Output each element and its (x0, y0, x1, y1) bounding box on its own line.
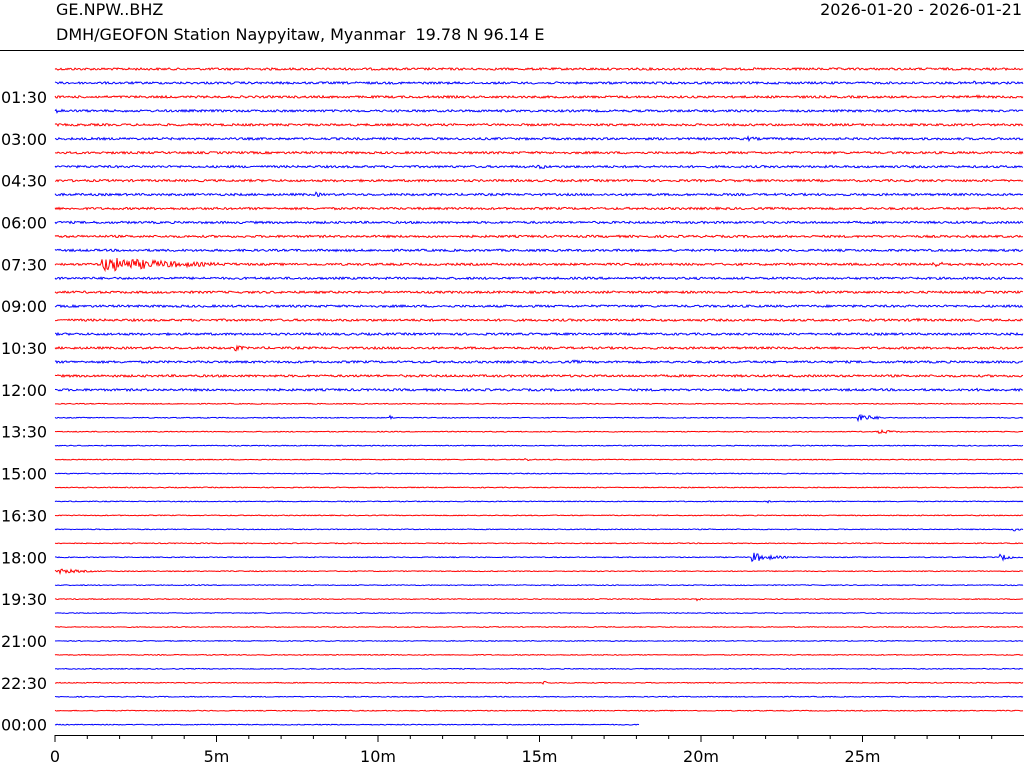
x-tick-label: 15m (522, 747, 558, 766)
x-tick-label: 20m (683, 747, 719, 766)
x-tick-label: 10m (360, 747, 396, 766)
seismogram-trace (54, 611, 1024, 615)
station-code: GE.NPW..BHZ (56, 0, 164, 19)
seismogram-trace (54, 257, 1024, 273)
seismogram-trace (54, 486, 1024, 489)
y-tick-label: 18:00 (1, 548, 47, 567)
y-tick-label: 03:00 (1, 130, 47, 149)
seismogram-trace (54, 402, 1024, 405)
seismogram-trace (54, 667, 1024, 670)
x-tick-label: 25m (845, 747, 881, 766)
seismogram-trace (54, 625, 1024, 629)
seismogram-trace (54, 457, 1024, 462)
y-tick-label: 19:30 (1, 590, 47, 609)
seismogram-trace (54, 122, 1024, 127)
y-axis: 01:30 03:00 04:30 06:00 07:30 09:00 10:30 12:00… (1, 88, 47, 735)
seismogram-trace (54, 220, 1024, 225)
trace-group (54, 66, 1024, 726)
seismogram-trace (54, 178, 1024, 183)
seismogram-trace (54, 472, 1024, 475)
seismogram-trace (54, 723, 640, 726)
y-tick-label: 09:00 (1, 297, 47, 316)
seismogram-trace (54, 500, 1024, 504)
seismogram-trace (54, 135, 1024, 142)
x-axis: 0 5m 10m 15m 20m 25m (50, 735, 1024, 766)
seismogram-trace (54, 276, 1024, 281)
seismogram-trace (54, 552, 1024, 563)
seismogram-trace (54, 414, 1024, 423)
y-tick-label: 10:30 (1, 339, 47, 358)
seismogram-trace (54, 331, 1024, 337)
seismogram-trace (54, 568, 1024, 575)
y-tick-label: 01:30 (1, 88, 47, 107)
seismogram-trace (54, 528, 1024, 532)
seismogram-trace (54, 584, 1024, 587)
seismogram-trace (54, 191, 1024, 198)
seismogram-trace (54, 373, 1024, 379)
seismogram-trace (54, 709, 1024, 712)
y-tick-label: 21:00 (1, 632, 47, 651)
y-tick-label: 04:30 (1, 172, 47, 191)
y-tick-label: 12:00 (1, 381, 47, 400)
seismogram-trace (54, 428, 1024, 435)
seismogram-trace (54, 94, 1024, 100)
seismogram-trace (54, 639, 1024, 643)
x-tick-label: 0 (50, 747, 60, 766)
x-tick-label: 5m (204, 747, 230, 766)
seismogram-trace (54, 695, 1024, 698)
y-tick-label: 15:00 (1, 465, 47, 484)
y-tick-label: 16:30 (1, 506, 47, 525)
seismogram-trace (54, 597, 1024, 602)
seismogram-trace (54, 387, 1024, 393)
seismogram-trace (54, 317, 1024, 323)
seismogram-trace (54, 304, 1024, 309)
seismogram-trace (54, 290, 1024, 295)
y-tick-label: 22:30 (1, 674, 47, 693)
seismogram-trace (54, 514, 1024, 517)
seismogram-trace (54, 248, 1024, 253)
seismogram-trace (54, 150, 1024, 155)
y-tick-label: 07:30 (1, 255, 47, 274)
seismogram-trace (54, 80, 1024, 86)
seismogram-trace (54, 66, 1024, 72)
y-tick-label: 00:00 (1, 716, 47, 735)
seismogram-trace (54, 206, 1024, 211)
seismogram-trace (54, 653, 1024, 656)
seismogram-trace (54, 344, 1024, 352)
seismogram-trace (54, 542, 1024, 545)
y-tick-label: 06:00 (1, 213, 47, 232)
seismogram-trace (54, 108, 1024, 114)
seismogram-trace (54, 680, 1024, 685)
seismogram-trace (54, 444, 1024, 447)
seismogram-trace (54, 359, 1024, 365)
y-tick-label: 13:30 (1, 423, 47, 442)
station-description: DMH/GEOFON Station Naypyitaw, Myanmar 19… (56, 25, 545, 44)
seismogram-trace (54, 164, 1024, 170)
date-period: 2026-01-20 - 2026-01-21 (820, 0, 1022, 19)
seismogram-trace (54, 234, 1024, 239)
